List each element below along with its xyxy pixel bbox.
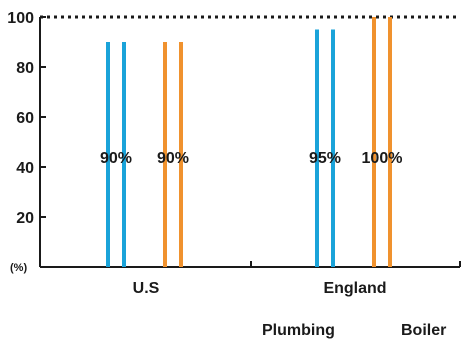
legend-boiler: Boiler [401, 322, 447, 339]
y-tick-label-80: 80 [16, 60, 34, 77]
y-tick-label-20: 20 [16, 210, 34, 227]
x-category-label-0: U.S [133, 280, 160, 297]
data-label-boiler-0: 90% [157, 150, 189, 167]
data-label-plumbing-0: 90% [100, 150, 132, 167]
data-label-plumbing-1: 95% [309, 150, 341, 167]
y-tick-label-60: 60 [16, 110, 34, 127]
legend-plumbing: Plumbing [262, 322, 335, 339]
y-unit-label: (%) [10, 262, 27, 274]
x-category-label-1: England [323, 280, 386, 297]
y-tick-label-40: 40 [16, 160, 34, 177]
data-label-boiler-1: 100% [362, 150, 403, 167]
y-tick-label-100: 100 [7, 10, 34, 27]
